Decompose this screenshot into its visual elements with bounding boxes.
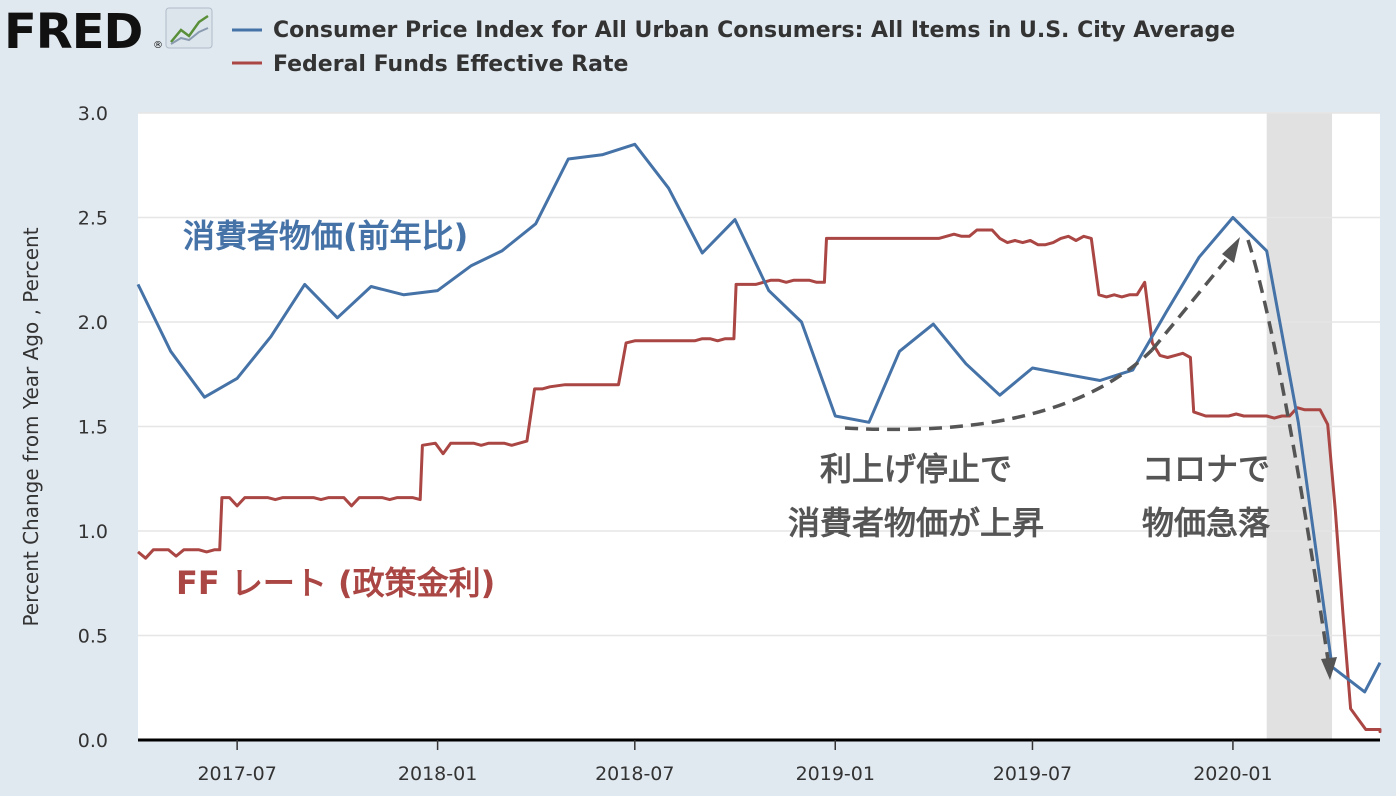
- y-axis-label: Percent Change from Year Ago , Percent: [19, 227, 43, 626]
- annotation-arrows: [844, 237, 1337, 680]
- x-tick-label: 2019-07: [993, 763, 1072, 785]
- annotation-cpi-label: 消費者物価(前年比): [183, 217, 468, 255]
- x-tick-label: 2020-01: [1193, 763, 1272, 785]
- pause-trend-curve: [844, 348, 1154, 432]
- y-tick-label: 3.0: [78, 103, 108, 125]
- legend-label-fedfunds: Federal Funds Effective Rate: [273, 52, 628, 77]
- annotation-pause-line2: 消費者物価が上昇: [788, 504, 1044, 542]
- rise-arrowhead-icon: [1222, 237, 1240, 263]
- drop-arrow-line: [1246, 239, 1330, 661]
- series-line-fedfunds: [137, 228, 1382, 734]
- series-line-cpi: [136, 142, 1382, 694]
- annotation-corona-line2: 物価急落: [1142, 504, 1271, 542]
- y-tick-label: 2.0: [78, 312, 108, 334]
- y-tick-label: 1.0: [78, 521, 108, 543]
- annotation-ff-label: FF レート (政策金利): [176, 564, 495, 602]
- x-tick-label: 2018-07: [595, 763, 674, 785]
- annotation-pause-line1: 利上げ停止で: [820, 450, 1012, 488]
- x-tick-label: 2018-01: [398, 763, 477, 785]
- legend-label-cpi: Consumer Price Index for All Urban Consu…: [273, 18, 1235, 43]
- chart-trend-icon: [165, 7, 213, 49]
- annotation-corona-line1: コロナで: [1142, 450, 1270, 488]
- fred-logo-text: FRED: [4, 4, 142, 60]
- y-tick-label: 2.5: [78, 208, 108, 230]
- legend-item-fedfunds[interactable]: Federal Funds Effective Rate: [232, 52, 628, 77]
- x-axis-ticks: 2017-07 2018-01 2018-07 2019-01 2019-07 2020-…: [197, 740, 1273, 785]
- y-tick-label: 1.5: [78, 417, 108, 439]
- x-tick-label: 2017-07: [197, 763, 276, 785]
- y-tick-label: 0.5: [78, 626, 108, 648]
- x-tick-label: 2019-01: [796, 763, 875, 785]
- y-axis-ticks: 0.0 0.5 1.0 1.5 2.0 2.5 3.0: [78, 103, 108, 752]
- y-tick-label: 0.0: [78, 730, 108, 752]
- legend: Consumer Price Index for All Urban Consu…: [232, 18, 1235, 77]
- y-gridlines: [138, 112, 1380, 637]
- fred-logo[interactable]: FRED ®: [4, 4, 213, 60]
- legend-item-cpi[interactable]: Consumer Price Index for All Urban Consu…: [232, 18, 1235, 43]
- registered-mark: ®: [153, 40, 163, 51]
- drop-arrowhead-icon: [1321, 657, 1337, 680]
